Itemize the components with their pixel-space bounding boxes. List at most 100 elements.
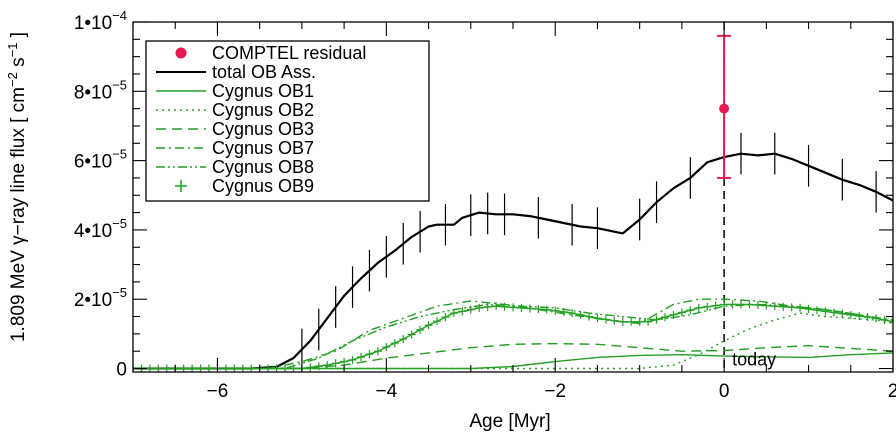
plus-marker <box>601 315 610 324</box>
plus-marker <box>661 313 669 322</box>
plus-marker <box>804 305 813 314</box>
x-tick-label: 0 <box>719 381 730 402</box>
plus-marker <box>205 364 213 372</box>
plus-marker <box>787 303 796 312</box>
legend-label: COMPTEL residual <box>212 43 366 63</box>
x-tick-label: −4 <box>375 381 397 402</box>
plus-marker <box>306 363 315 372</box>
plus-marker <box>889 317 893 326</box>
plus-marker <box>821 307 830 316</box>
legend-label: Cygnus OB2 <box>212 100 314 120</box>
series-line <box>133 303 893 370</box>
series-line <box>133 152 893 370</box>
series-line <box>133 352 893 370</box>
plus-marker <box>796 303 805 312</box>
y-tick-exponent: −5 <box>112 77 127 92</box>
plus-marker <box>407 330 416 339</box>
plus-marker <box>635 317 644 326</box>
y-tick-label: 4•10−5 <box>74 216 127 242</box>
x-tick-label: 2 <box>888 381 896 402</box>
plus-marker <box>323 361 332 370</box>
y-tick-mantissa: 0 <box>116 360 127 381</box>
series-total-ob-ass- <box>133 132 893 371</box>
y-tick-mantissa: 2•10 <box>74 290 112 311</box>
plus-marker <box>863 313 872 322</box>
legend-entry: Cygnus OB7 <box>156 138 314 158</box>
plus-marker <box>618 317 627 326</box>
legend-entry: Cygnus OB9 <box>175 176 314 196</box>
plus-marker <box>610 316 619 325</box>
plus-marker <box>880 316 889 325</box>
plus-marker <box>500 302 509 311</box>
y-tick-mantissa: 4•10 <box>74 221 112 242</box>
x-tick-label: −6 <box>207 381 229 402</box>
plus-marker <box>779 302 788 311</box>
plus-marker <box>542 305 551 314</box>
legend-label: Cygnus OB7 <box>212 138 314 158</box>
series-cygnus-ob8 <box>133 303 893 370</box>
series-cygnus-ob7 <box>133 298 893 370</box>
plus-marker <box>703 302 712 311</box>
plus-marker <box>694 303 703 312</box>
plus-marker <box>728 300 737 309</box>
series-cygnus-ob2 <box>133 312 893 370</box>
plus-marker <box>162 364 171 372</box>
x-axis-label: Age [Myr] <box>469 411 550 432</box>
plus-marker <box>281 364 289 372</box>
plus-marker <box>872 314 881 323</box>
series-layer: today <box>133 22 893 372</box>
plus-marker <box>154 364 163 372</box>
legend-label: Cygnus OB9 <box>212 176 314 196</box>
plus-marker <box>585 312 593 321</box>
plus-marker <box>770 302 779 311</box>
plus-marker <box>686 306 695 315</box>
plus-marker <box>390 339 399 348</box>
series-cygnus-ob9 <box>133 300 893 372</box>
y-axis-label-prefix: 1.809 MeV <box>8 245 29 342</box>
comptel-marker <box>719 103 730 114</box>
plus-marker <box>365 350 374 359</box>
plus-marker <box>340 357 349 366</box>
plus-marker <box>753 301 762 310</box>
plus-marker <box>644 317 653 326</box>
plus-marker <box>576 310 585 319</box>
legend-marker-comptel <box>175 47 187 59</box>
x-tick-label: −2 <box>544 381 566 402</box>
y-axis-label-gamma: γ <box>8 235 29 245</box>
plus-marker <box>737 300 745 309</box>
y-tick-exponent: −5 <box>112 285 127 300</box>
plus-marker <box>838 309 847 318</box>
plus-marker <box>677 308 686 317</box>
y-tick-label: 8•10−5 <box>74 77 127 103</box>
plus-marker <box>424 321 433 330</box>
axes-layer: −6 −4 −2 0 202•10−54•10−56•10−58•10−51•10−4 <box>74 8 896 402</box>
legend-entry: total OB Ass. <box>156 62 316 82</box>
plus-marker <box>221 364 230 372</box>
plus-marker <box>373 347 382 356</box>
legend-entry: Cygnus OB1 <box>156 81 314 101</box>
plus-marker <box>593 314 602 323</box>
plus-marker <box>669 310 678 319</box>
plus-marker <box>382 343 391 352</box>
plus-marker <box>399 335 408 344</box>
plus-marker <box>762 301 771 310</box>
plus-marker <box>525 304 534 313</box>
plus-marker <box>247 364 256 372</box>
plus-marker <box>458 307 467 316</box>
plus-marker <box>238 364 247 372</box>
y-axis-label-exp1: −2 <box>5 72 20 87</box>
plus-marker <box>466 305 475 314</box>
plus-marker <box>196 364 205 372</box>
plus-marker <box>534 305 543 314</box>
today-label: today <box>732 350 776 370</box>
y-tick-label: 0 <box>116 360 127 381</box>
plus-marker <box>264 364 273 372</box>
legend-label: Cygnus OB3 <box>212 119 314 139</box>
series-cygnus-ob1 <box>133 352 893 370</box>
series-cygnus-ob3 <box>133 342 893 370</box>
plus-marker <box>433 317 441 326</box>
plus-marker <box>475 303 484 312</box>
y-tick-mantissa: 6•10 <box>74 152 112 173</box>
